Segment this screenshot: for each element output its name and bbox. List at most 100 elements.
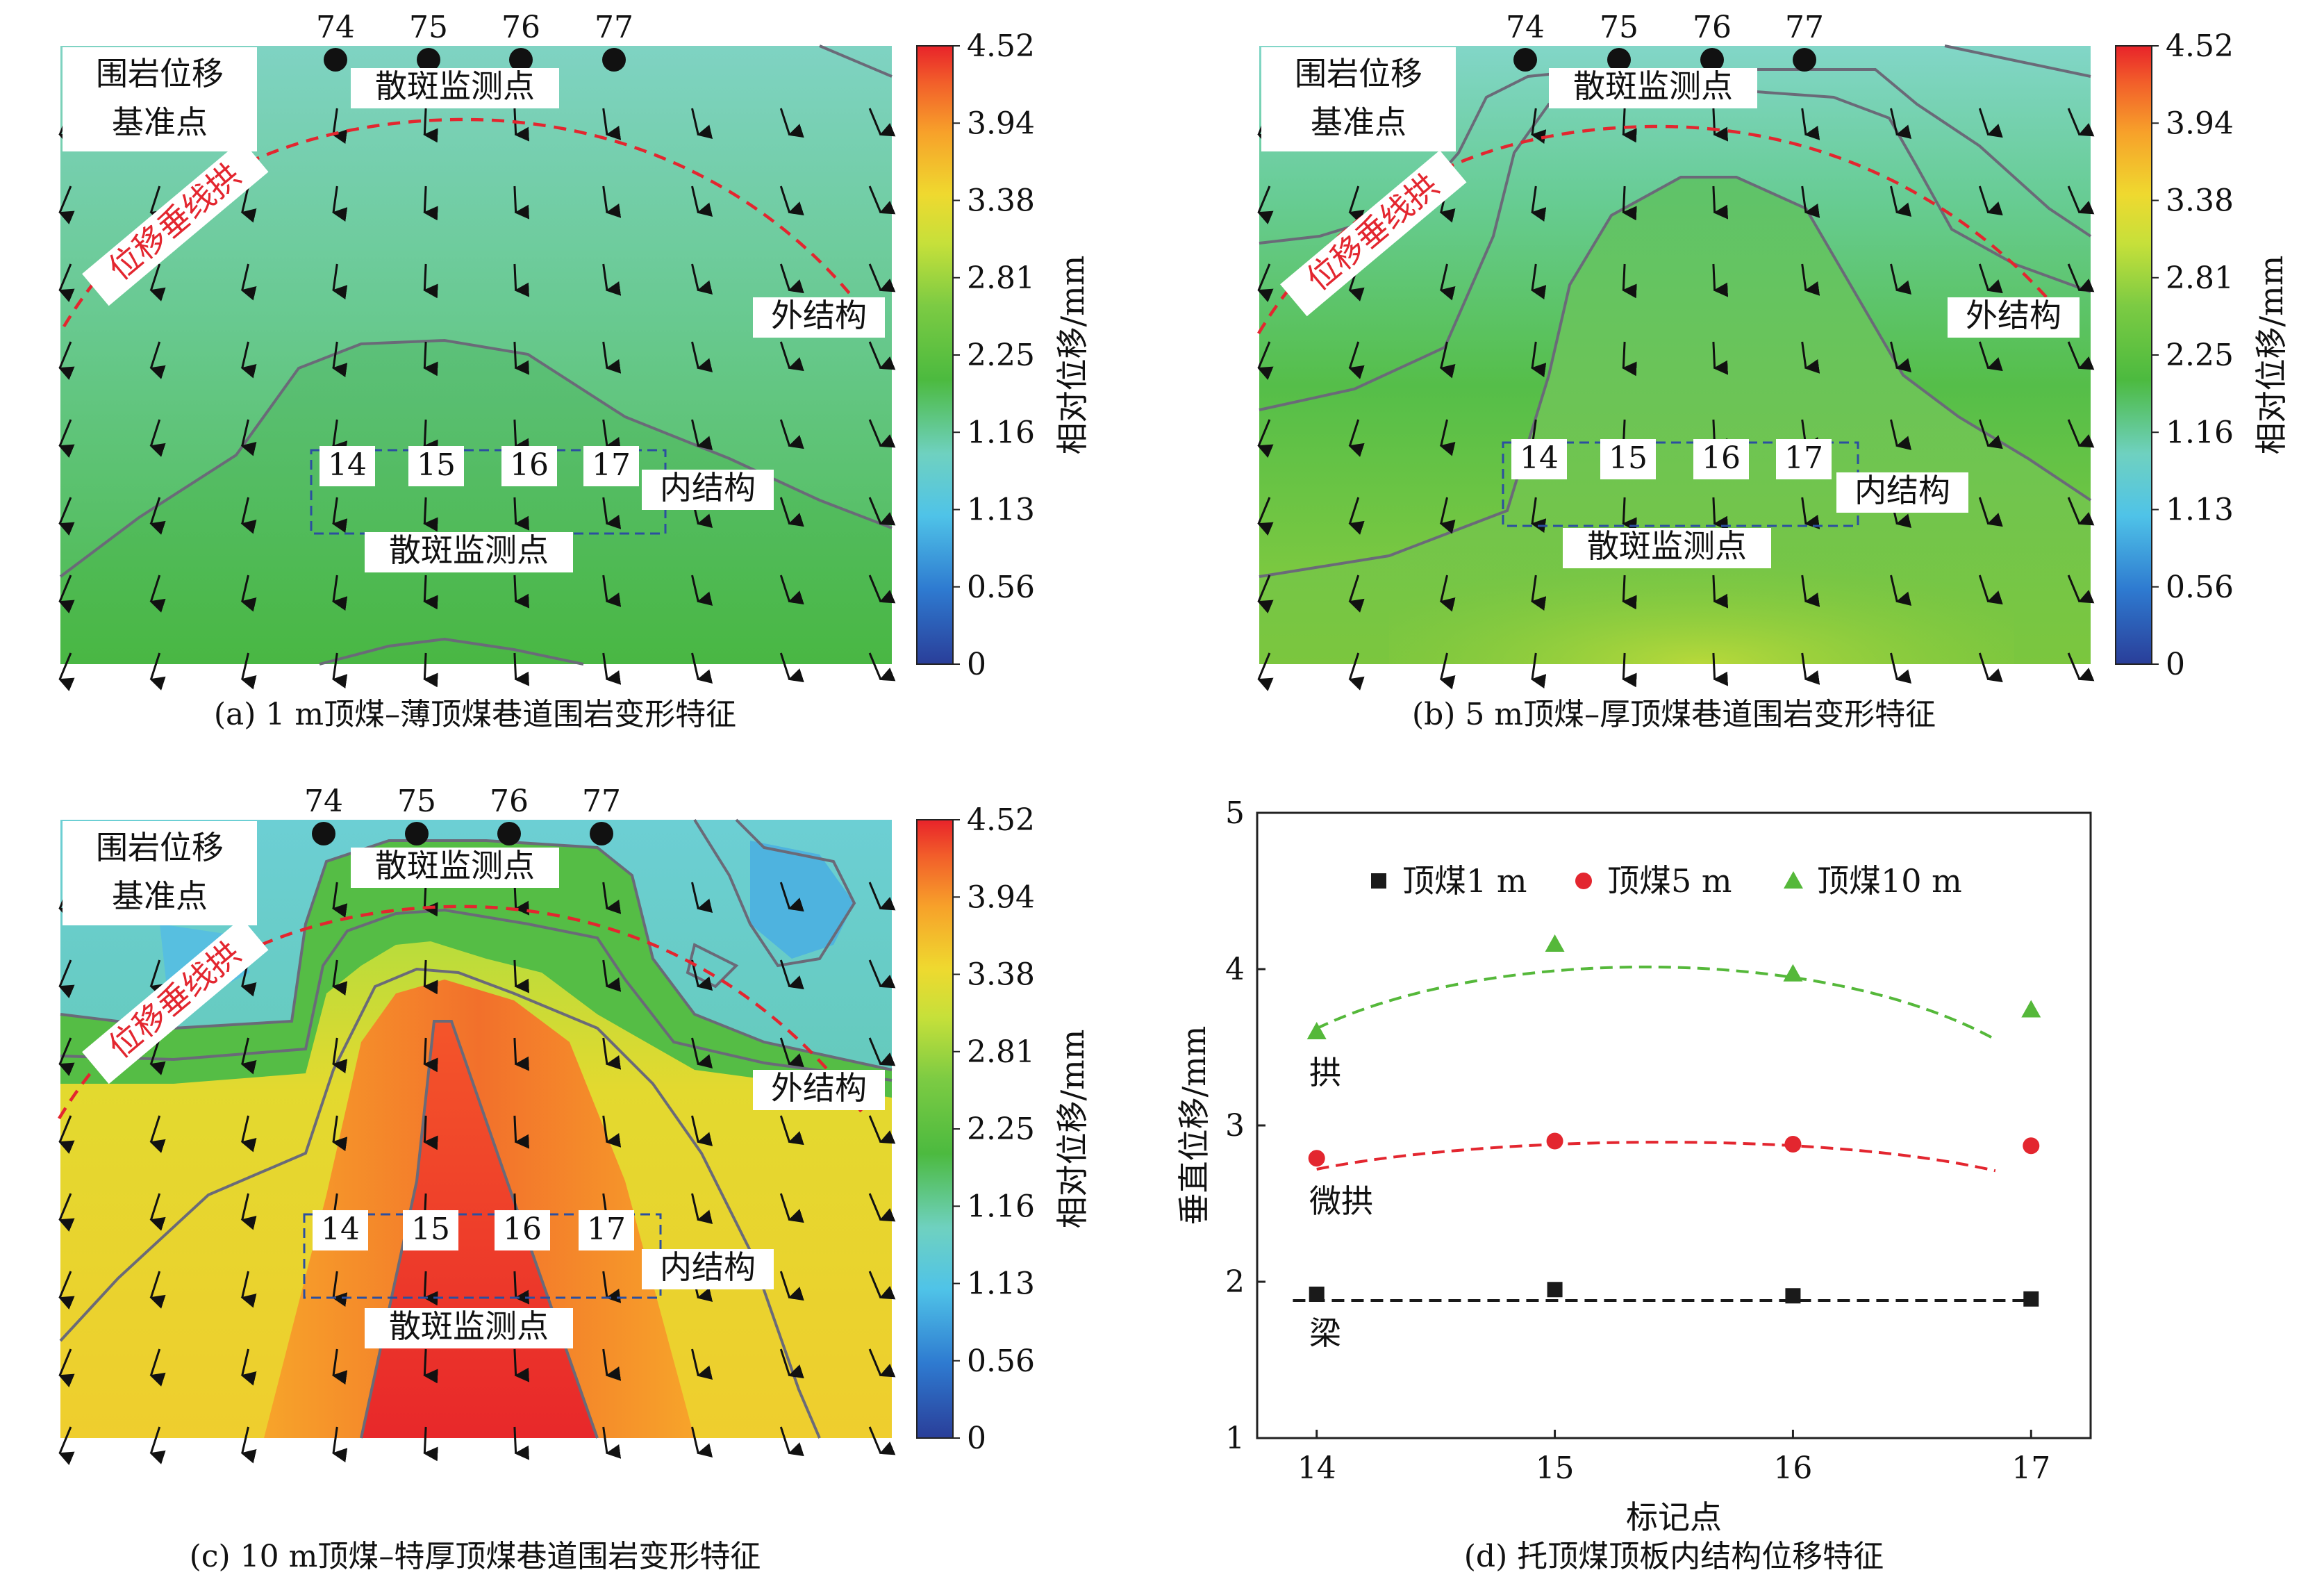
- outer-structure-label: 外结构: [1966, 297, 2061, 334]
- displacement-arrow: [240, 1271, 257, 1308]
- inner-point-label: 16: [503, 1212, 542, 1247]
- displacement-arrow: [2067, 263, 2095, 292]
- displacement-arrow: [1622, 497, 1637, 532]
- inner-point-label-box: [579, 1210, 634, 1250]
- displacement-arrow: [58, 652, 75, 691]
- inner-point-label-box: [1600, 439, 1656, 479]
- speckle-label-top: 散斑监测点: [375, 847, 535, 884]
- displacement-arrow: [1712, 263, 1729, 297]
- data-point: [1306, 1022, 1327, 1039]
- displacement-arrow: [602, 108, 622, 140]
- displacement-arrow: [1439, 497, 1456, 534]
- monitoring-point-label: 75: [397, 784, 436, 819]
- data-point: [2023, 1291, 2039, 1307]
- inner-point-label-box: [319, 446, 375, 486]
- data-point: [1785, 1288, 1801, 1304]
- data-point: [1308, 1150, 1325, 1167]
- colorbar-gradient: [2115, 45, 2152, 665]
- displacement-arrow: [1890, 108, 1912, 139]
- displacement-arrow: [149, 185, 166, 224]
- legend-marker: [1371, 873, 1386, 889]
- displacement-arrow: [602, 575, 622, 607]
- monitoring-point-label: 77: [1785, 10, 1824, 45]
- caption-b: (b) 5 m顶煤–厚顶煤巷道围岩变形特征: [1412, 697, 1936, 732]
- displacement-arrow: [1257, 575, 1274, 613]
- displacement-arrow: [1801, 652, 1820, 685]
- chart-d-ticks: 14 15 16 17 1 2 3 4 5: [1225, 795, 2050, 1486]
- colorbar-tick-label: 0.56: [967, 570, 1035, 605]
- caption-a: (a) 1 m顶煤–薄顶煤巷道围岩变形特征: [214, 697, 736, 732]
- inner-point-label: 16: [1702, 440, 1741, 476]
- caption-c: (c) 10 m顶煤–特厚顶煤巷道围岩变形特征: [190, 1539, 761, 1574]
- displacement-arrow: [1439, 263, 1456, 301]
- displacement-arrow: [1257, 652, 1274, 691]
- monitoring-point-marker: [417, 48, 440, 72]
- displacement-arrow: [779, 341, 804, 372]
- colorbar-tick-label: 3.94: [967, 106, 1035, 141]
- reference-point-label-line1: 围岩位移: [1295, 55, 1422, 92]
- chart-d: 标记点 垂直位移/mm 14 15 16 17 1 2 3 4 5 顶煤1 m 顶煤5 m 顶煤10…: [1175, 795, 2092, 1536]
- displacement-arrow: [1622, 652, 1637, 688]
- colorbar-label: 相对位移/mm: [2252, 256, 2290, 455]
- panel-c-displacement-arch: [58, 905, 863, 1120]
- displacement-arrow: [240, 497, 257, 534]
- displacement-arrow: [423, 263, 438, 299]
- data-point: [1546, 1132, 1563, 1150]
- displacement-arrow: [779, 1271, 804, 1301]
- colorbar-tick-label: 0.56: [2166, 570, 2234, 605]
- displacement-arrow: [240, 575, 257, 612]
- chart-d-plot-frame: [1256, 811, 2092, 1439]
- displacement-arrow: [149, 652, 166, 691]
- inner-point-label: 14: [321, 1212, 360, 1247]
- legend-label: 顶煤5 m: [1607, 862, 1732, 900]
- displacement-arrow: [1890, 575, 1912, 606]
- inner-point-label-box: [495, 1210, 550, 1250]
- inner-structure-label-box: [1836, 472, 1968, 513]
- speckle-label-top-box: [351, 848, 559, 888]
- monitoring-point-label: 77: [582, 784, 621, 819]
- displacement-arrow: [149, 263, 166, 302]
- displacement-arrow: [513, 1037, 530, 1071]
- displacement-arrow: [1978, 575, 2003, 605]
- colorbar-tick-label: 1.13: [2166, 493, 2234, 528]
- displacement-arrow: [1801, 185, 1820, 218]
- displacement-arrow: [1530, 575, 1547, 611]
- displacement-arrow: [513, 652, 530, 686]
- colorbar-tick-label: 1.13: [967, 1266, 1035, 1302]
- panel-a-inner-zone: [60, 340, 892, 664]
- data-point: [1783, 964, 1803, 982]
- colorbar-tick-label: 2.25: [967, 1112, 1035, 1147]
- displacement-arrow: [691, 1115, 713, 1146]
- displacement-arrow: [691, 652, 713, 684]
- panel-c-contour-line: [59, 967, 821, 1439]
- displacement-arrow: [602, 1115, 622, 1148]
- displacement-arrow: [1622, 341, 1637, 377]
- displacement-arrow: [513, 1115, 530, 1149]
- monitoring-point-marker: [324, 48, 347, 72]
- reference-point-label-line1: 围岩位移: [96, 55, 224, 92]
- displacement-arrow: [149, 1426, 166, 1464]
- displacement-arrow: [1348, 497, 1365, 535]
- monitoring-point-label: 74: [1506, 10, 1545, 45]
- colorbar-tick-label: 2.25: [2166, 338, 2234, 373]
- displacement-arrow: [602, 497, 622, 529]
- displacement-arrow: [423, 341, 438, 377]
- panel-b-core-zone: [1389, 486, 2014, 664]
- displacement-arrow: [240, 1348, 257, 1386]
- displacement-arrow: [2067, 108, 2095, 137]
- displacement-arrow: [1257, 263, 1274, 302]
- displacement-arrow: [58, 497, 75, 536]
- chart-d-legend: 顶煤1 m 顶煤5 m 顶煤10 m: [1371, 862, 1962, 900]
- displacement-arrow: [331, 1426, 348, 1463]
- displacement-arrow: [1890, 263, 1912, 295]
- displacement-arrow: [1801, 263, 1820, 296]
- colorbar-tick-label: 0.56: [967, 1344, 1035, 1379]
- displacement-arrow: [513, 1271, 530, 1305]
- colorbar-tick-label: 1.16: [2166, 415, 2234, 450]
- displacement-arrow: [240, 1193, 257, 1230]
- data-point: [1547, 1282, 1563, 1298]
- monitoring-point-marker: [497, 822, 521, 845]
- displacement-arrow: [149, 419, 166, 457]
- colorbar-gradient: [916, 45, 954, 665]
- colorbar-label: 相对位移/mm: [1054, 1030, 1091, 1229]
